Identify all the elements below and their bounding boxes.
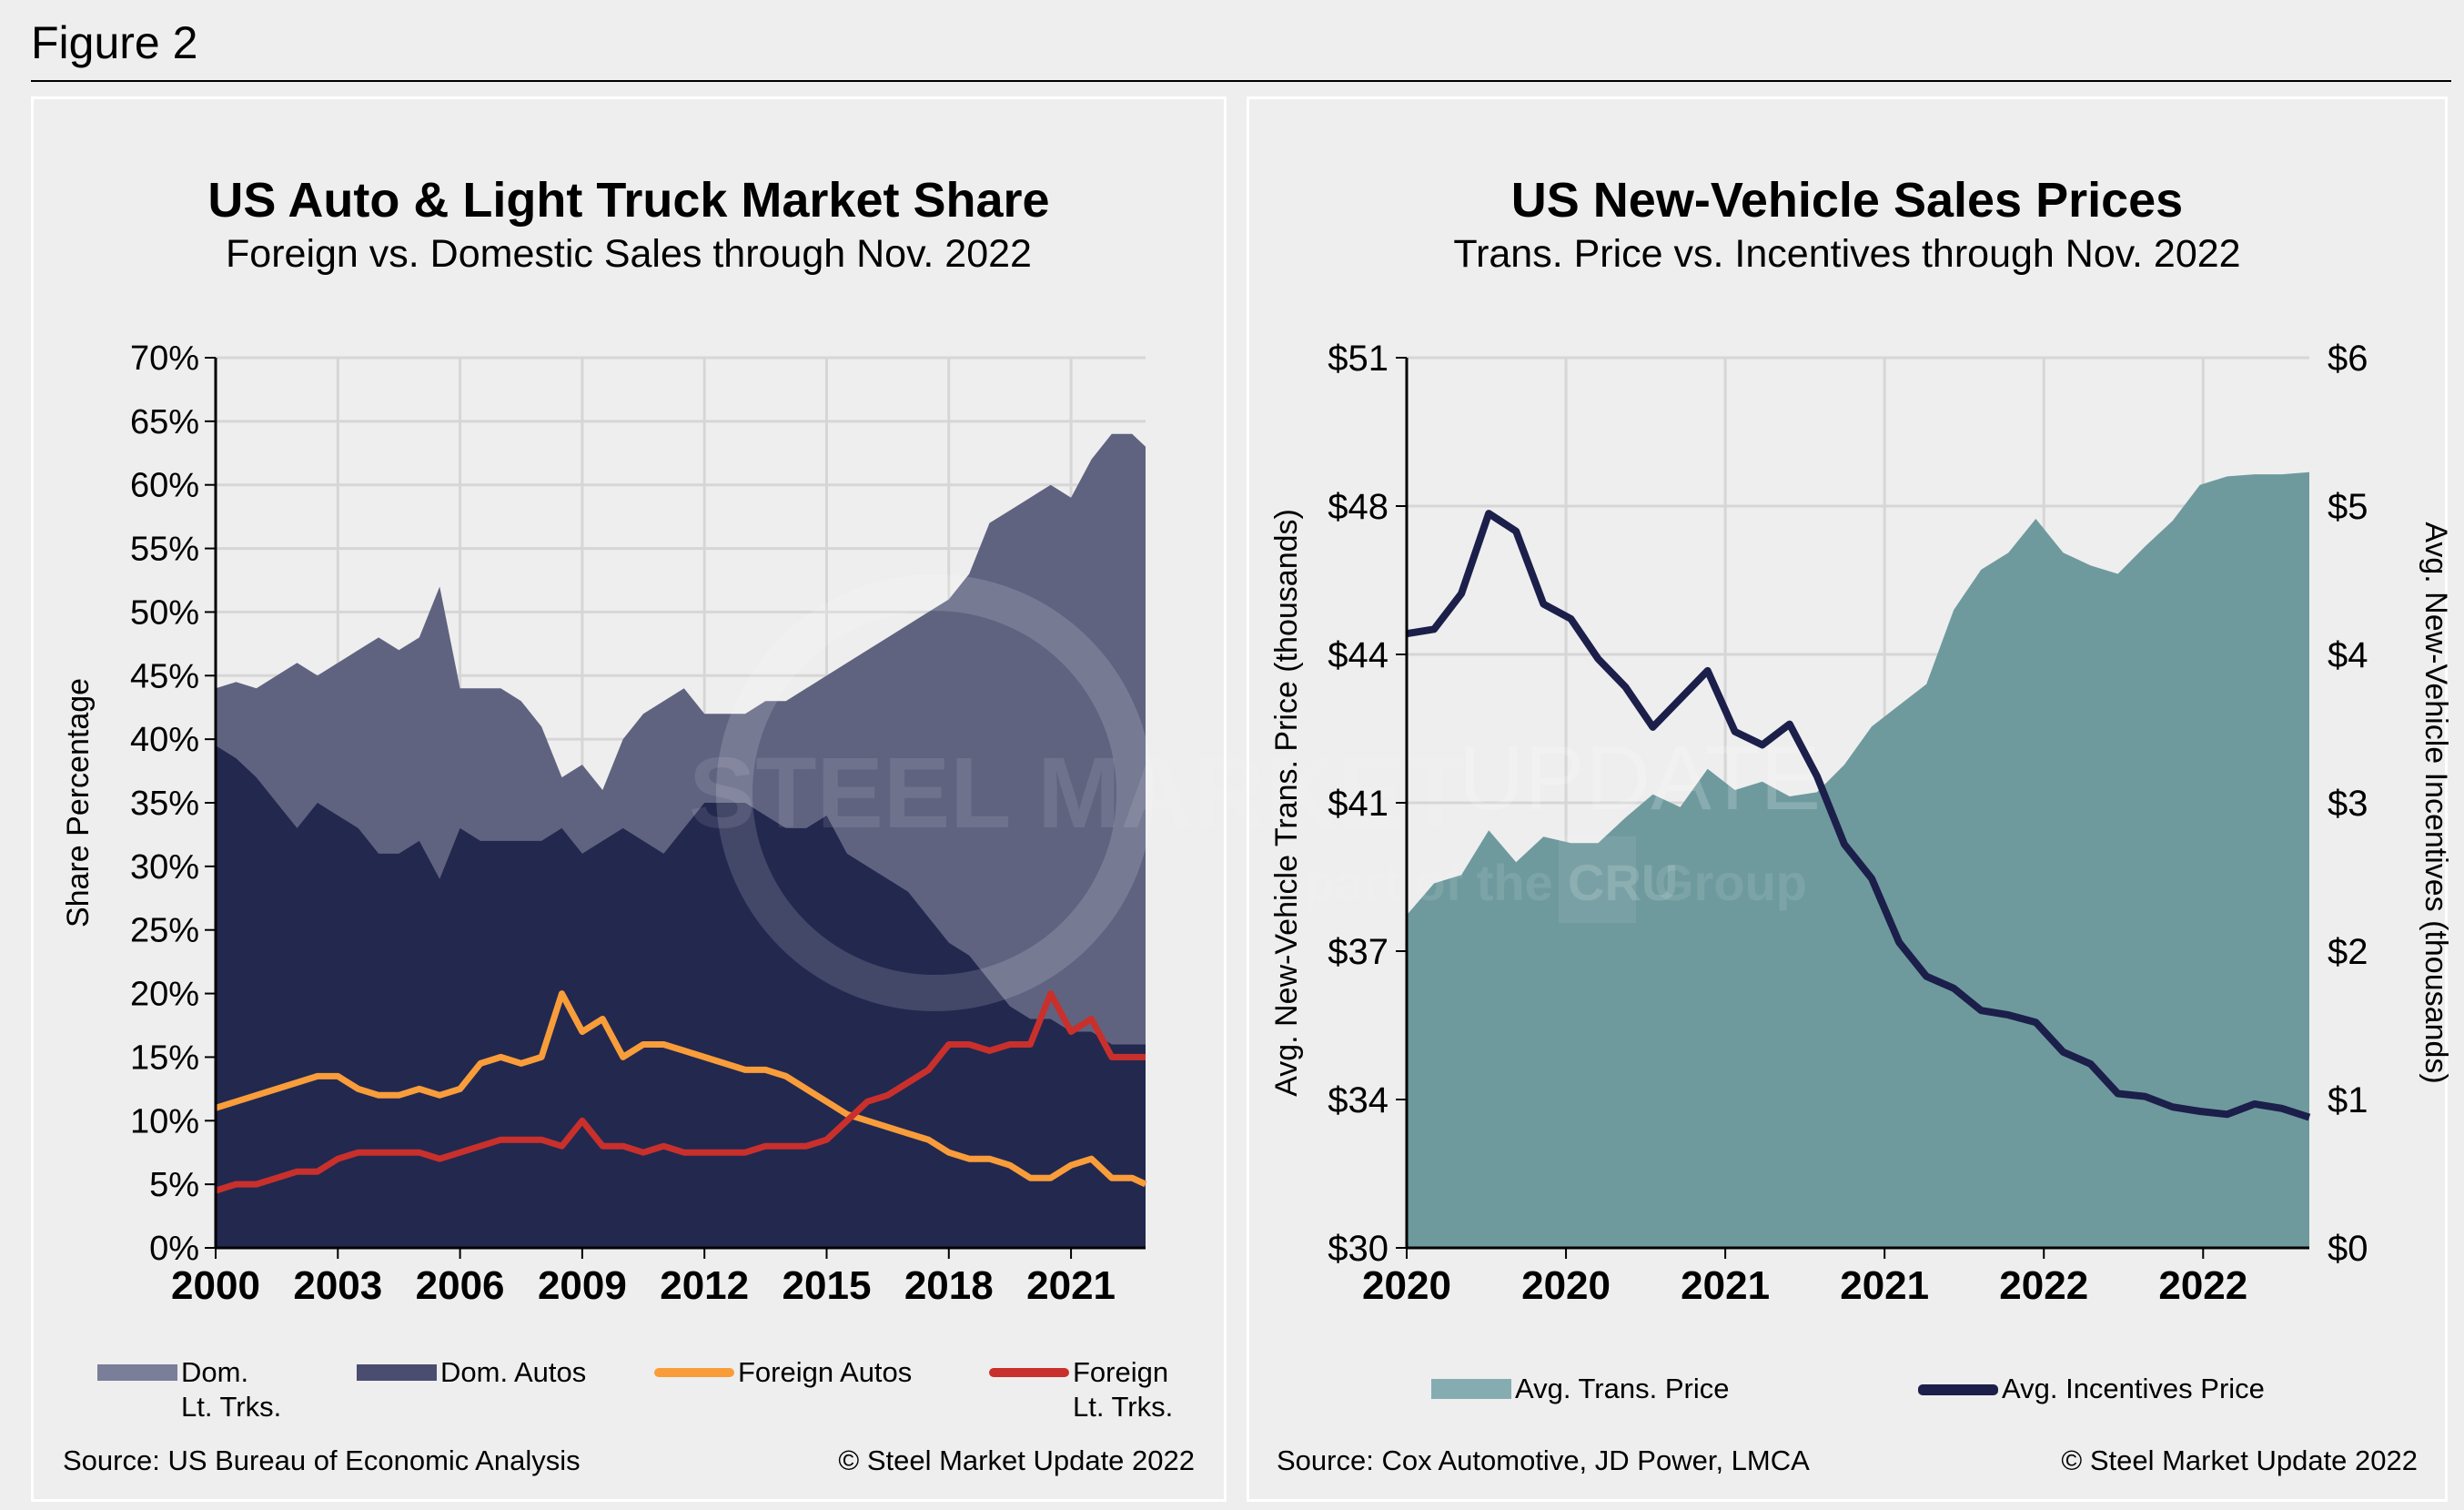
y-tick-label: 60%	[130, 467, 199, 505]
legend-swatch	[357, 1364, 437, 1381]
copyright-note: © Steel Market Update 2022	[2061, 1444, 2418, 1476]
legend-item-dom-autos: Dom. Autos	[357, 1355, 586, 1390]
y-tick-label: 70%	[130, 339, 199, 378]
chart-subtitle: Trans. Price vs. Incentives through Nov.…	[1453, 232, 2241, 276]
y-tick-label: 55%	[130, 531, 199, 569]
y-tick-label: 25%	[130, 912, 199, 950]
copyright-note: © Steel Market Update 2022	[838, 1444, 1195, 1476]
y-tick-label: 0%	[149, 1230, 199, 1268]
y-tick-label: 30%	[130, 848, 199, 887]
watermark-logo: CRU	[1568, 854, 1678, 911]
y-tick-label: 10%	[130, 1102, 199, 1140]
legend-item-foreign-autos: Foreign Autos	[654, 1355, 912, 1390]
x-tick-label: 2021	[1681, 1263, 1770, 1308]
y-tick-label: $30	[1328, 1229, 1389, 1269]
legend-swatch	[1431, 1379, 1511, 1399]
y-tick-label: 20%	[130, 976, 199, 1014]
watermark-logo-ring	[716, 574, 1153, 1011]
x-tick-label: 2022	[2158, 1263, 2247, 1308]
x-tick-label: 2020	[1521, 1263, 1611, 1308]
watermark-text: part of the	[1304, 854, 1553, 911]
source-note: Source: US Bureau of Economic Analysis	[63, 1444, 581, 1476]
line-foreign-autos	[214, 990, 1147, 1188]
legend-swatch	[1918, 1384, 1998, 1395]
y-tick-label: $51	[1328, 339, 1389, 379]
x-tick-label: 2020	[1362, 1263, 1451, 1308]
x-tick-label: 2021	[1026, 1263, 1116, 1308]
y2-tick-label: $5	[2328, 487, 2368, 527]
source-note: Source: Cox Automotive, JD Power, LMCA	[1277, 1444, 1810, 1476]
y-tick-label: 35%	[130, 785, 199, 823]
x-tick-label: 2009	[538, 1263, 627, 1308]
y2-tick-label: $6	[2328, 339, 2368, 379]
y-tick-label: $34	[1328, 1080, 1389, 1120]
y-tick-label: 45%	[130, 657, 199, 695]
legend-item-foreign-lt-trks: Foreign Lt. Trks.	[989, 1355, 1173, 1424]
chart-subtitle: Foreign vs. Domestic Sales through Nov. …	[226, 232, 1032, 276]
line-avg-incentives-price	[1406, 510, 2311, 1121]
y2-tick-label: $4	[2328, 635, 2368, 675]
y-axis-label: Avg. New-Vehicle Trans. Price (thousands…	[1269, 509, 1304, 1097]
title-divider	[31, 80, 2451, 82]
x-tick-label: 2012	[660, 1263, 749, 1308]
y-tick-label: 65%	[130, 403, 199, 441]
market-share-chart: 0% 5% 10% 15% 20% 25% 30% 35% 40% 45% 50% 55% 60% 65%…	[61, 339, 1466, 1308]
legend-label: Lt. Trks.	[1073, 1391, 1174, 1423]
legend-swatch	[654, 1368, 734, 1377]
sales-prices-panel: US New-Vehicle Sales Prices Trans. Price…	[1247, 96, 2453, 1502]
watermark-logo-box	[1559, 836, 1636, 923]
chart-title: US New-Vehicle Sales Prices	[1510, 173, 2184, 228]
x-tick-label: 2022	[1999, 1263, 2088, 1308]
y-tick-label: 40%	[130, 721, 199, 759]
x-tick-label: 2006	[416, 1263, 505, 1308]
y2-tick-label: $1	[2328, 1080, 2368, 1120]
sales-prices-chart: $30 $34 $37 $41 $44 $48 $51 $0 $1 $2 $3 $4 $5 $6 2020 2…	[1269, 339, 2453, 1308]
figure-title: Figure 2	[31, 17, 198, 68]
y-tick-label: 50%	[130, 593, 199, 632]
x-tick-label: 2015	[783, 1263, 872, 1308]
watermark-text: Group	[1654, 854, 1807, 911]
legend-label: Foreign Autos	[738, 1356, 913, 1388]
market-share-panel: US Auto & Light Truck Market Share Forei…	[31, 96, 1466, 1502]
legend-label: Avg. Trans. Price	[1515, 1373, 1730, 1404]
y-tick-label: 5%	[149, 1166, 199, 1204]
y-tick-label: $41	[1328, 784, 1389, 824]
x-tick-label: 2021	[1840, 1263, 1929, 1308]
legend-label: Dom.	[181, 1356, 249, 1388]
x-tick-label: 2000	[171, 1263, 260, 1308]
legend-label: Dom. Autos	[440, 1356, 587, 1388]
legend-swatch	[989, 1368, 1069, 1377]
y2-tick-label: $0	[2328, 1229, 2368, 1269]
legend-label: Avg. Incentives Price	[2002, 1373, 2265, 1404]
y-axis-label: Share Percentage	[61, 678, 96, 927]
legend-label: Foreign	[1073, 1356, 1169, 1388]
y2-axis-label: Avg. New-Vehicle Incentives (thousands)	[2419, 522, 2453, 1083]
y2-tick-label: $2	[2328, 932, 2368, 972]
line-foreign-lt-trks-	[214, 990, 1146, 1194]
legend-swatch	[97, 1364, 177, 1381]
watermark-text: STEEL MARKET	[689, 737, 1466, 849]
chart-title: US Auto & Light Truck Market Share	[207, 173, 1050, 228]
y-tick-label: $44	[1328, 635, 1389, 675]
legend-label: Lt. Trks.	[181, 1391, 282, 1423]
area-dom-autos	[216, 745, 1146, 1248]
legend-item-avg-incentives-price: Avg. Incentives Price	[1918, 1372, 2265, 1406]
legend-item-avg-trans-price: Avg. Trans. Price	[1431, 1372, 1729, 1406]
x-tick-label: 2018	[904, 1263, 994, 1308]
x-tick-label: 2003	[293, 1263, 382, 1308]
legend-item-dom-lt-trks: Dom. Lt. Trks.	[97, 1355, 281, 1424]
y-tick-label: $48	[1328, 487, 1389, 527]
y-tick-label: 15%	[130, 1039, 199, 1077]
y-tick-label: $37	[1328, 932, 1389, 972]
y2-tick-label: $3	[2328, 784, 2368, 824]
